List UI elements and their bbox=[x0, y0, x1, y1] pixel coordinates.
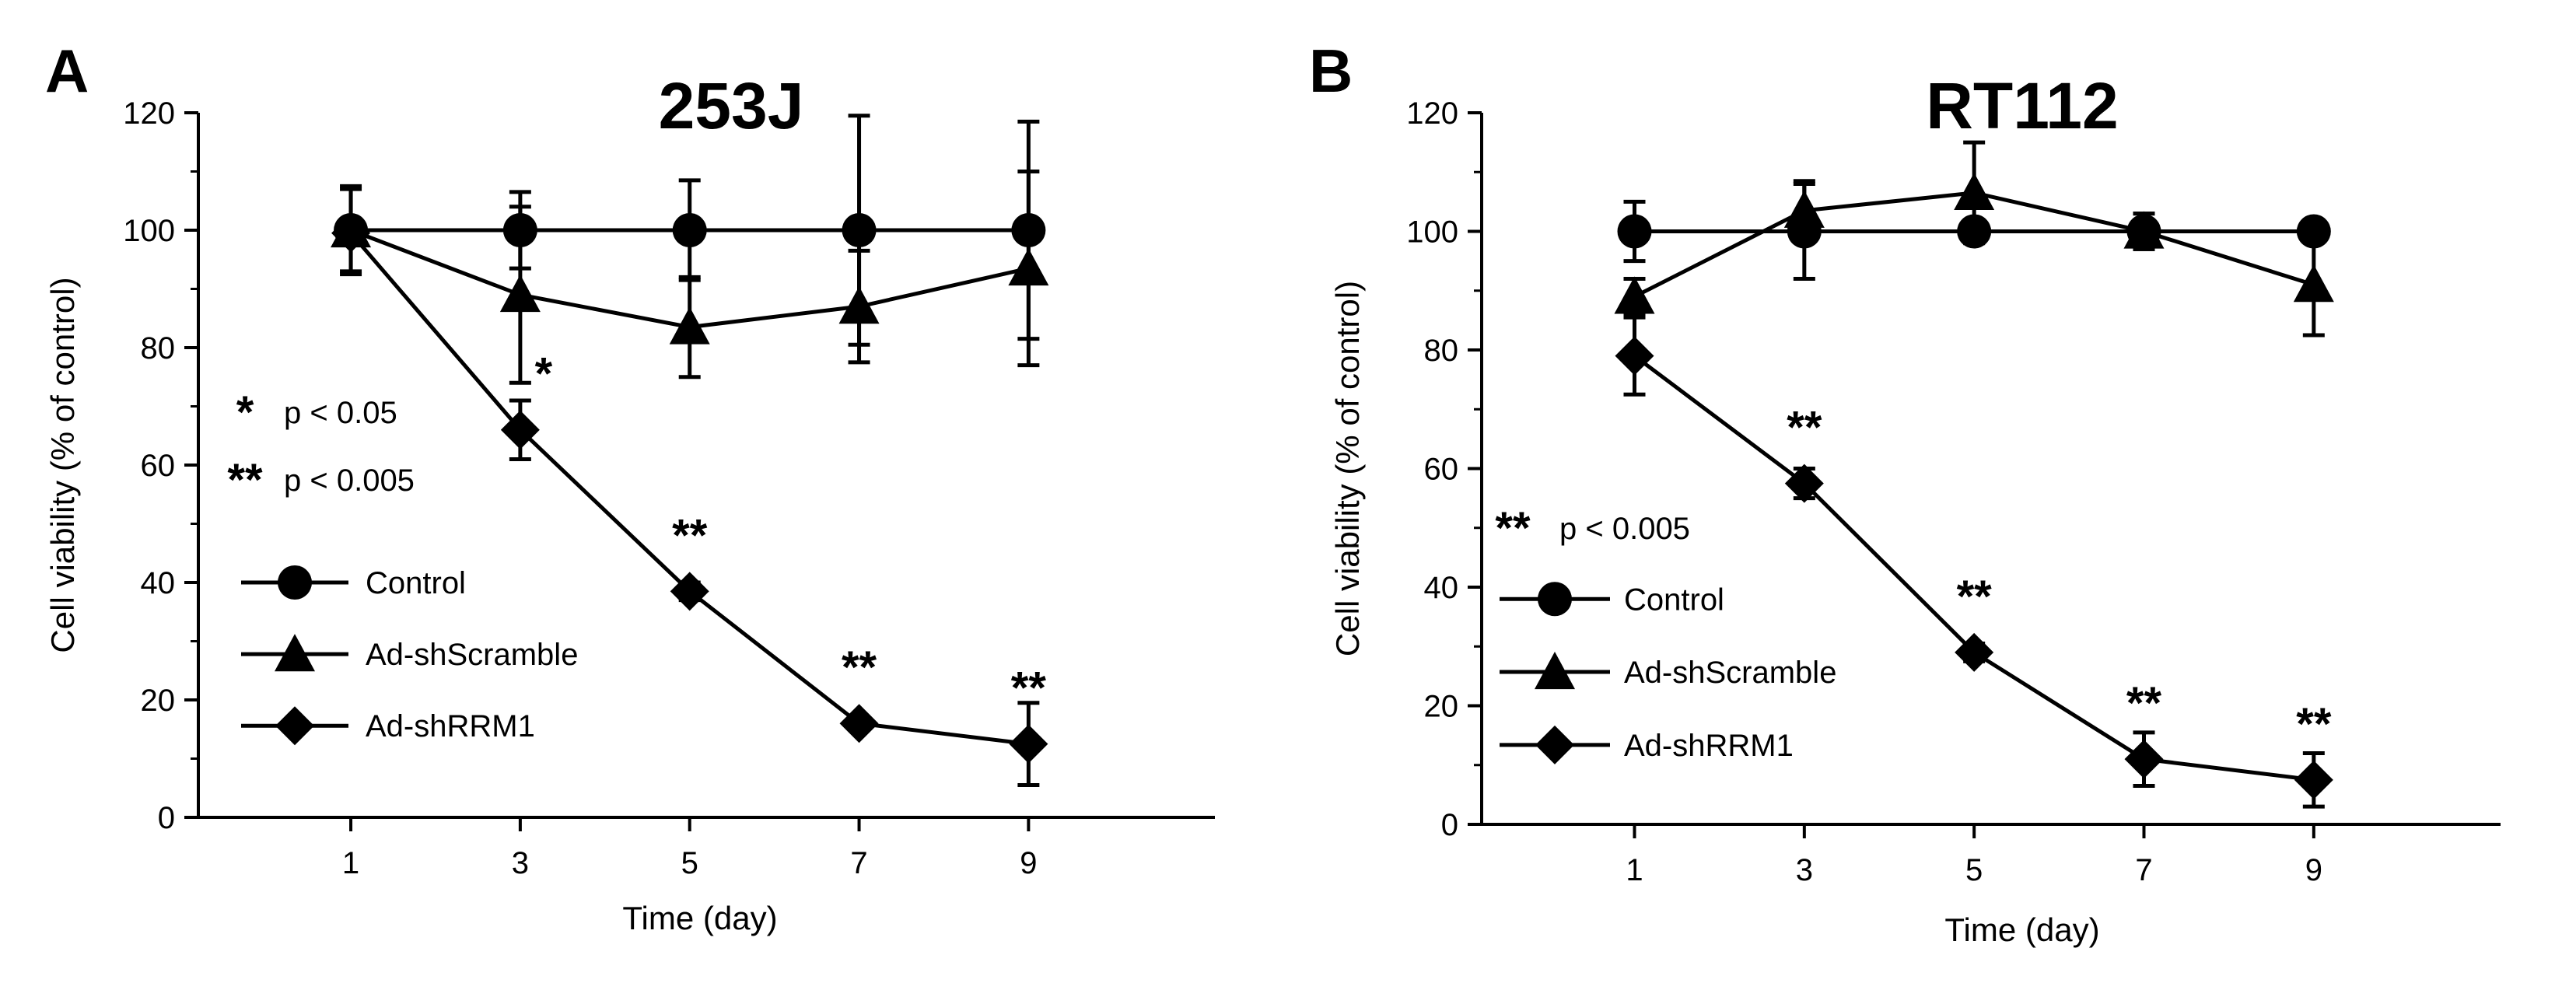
panel-a-y-tick-label: 60 bbox=[141, 449, 176, 483]
panel-a-ad-shrrm1-point bbox=[500, 410, 540, 450]
panel-b-significance-star: ** bbox=[2296, 699, 2332, 750]
panel-a-legend-control-marker bbox=[278, 565, 312, 600]
panel-b-x-tick-label: 5 bbox=[1965, 853, 1983, 887]
panel-a-ad-shscramble-point bbox=[499, 275, 541, 313]
panel-b-legend-ad-shrrm1-label: Ad-shRRM1 bbox=[1624, 729, 1794, 763]
panel-a-y-tick-label: 20 bbox=[141, 684, 176, 718]
panel-b-x-tick-label: 1 bbox=[1626, 853, 1643, 887]
panel-a-x-tick-label: 9 bbox=[1020, 846, 1037, 880]
panel-b-y-tick-label: 100 bbox=[1406, 215, 1458, 250]
panel-a-ad-shrrm1-point bbox=[331, 213, 371, 253]
panel-b-y-tick-label: 120 bbox=[1406, 96, 1458, 131]
panel-a-chart: A 253J 0 20 40 60 80 100 120 1 3 5 7 9 Time (day) Cell … bbox=[44, 37, 1215, 936]
panel-b-ad-shrrm1-point bbox=[2124, 740, 2164, 779]
panel-b-ad-shrrm1-point bbox=[1615, 336, 1654, 376]
panel-b-x-tick-label: 3 bbox=[1796, 853, 1813, 887]
panel-b-legend-control-label: Control bbox=[1624, 582, 1724, 617]
panel-b-y-tick-label: 20 bbox=[1424, 690, 1459, 724]
panel-b-legend-ad-shscramble-marker bbox=[1535, 652, 1575, 690]
panel-b-legend-ad-shrrm1-marker bbox=[1535, 725, 1574, 764]
panel-a-legend-ad-shscramble-marker bbox=[275, 634, 315, 672]
panel-b-ad-shrrm1-point bbox=[1784, 464, 1824, 503]
panel-a-y-tick-label: 0 bbox=[158, 801, 175, 835]
panel-a-significance-star: ** bbox=[1011, 663, 1047, 714]
panel-b-key-stars: ** bbox=[1495, 503, 1531, 554]
panel-b-control-point bbox=[1617, 214, 1652, 249]
panel-a-legend-ad-shrrm1-marker bbox=[275, 706, 314, 746]
panel-a-x-tick-label: 7 bbox=[850, 846, 867, 880]
panel-a-x-tick-label: 5 bbox=[681, 846, 698, 880]
panel-a-legend-ad-shscramble-label: Ad-shScramble bbox=[366, 638, 578, 672]
panel-b-ad-shrrm1-point bbox=[2294, 760, 2333, 799]
panel-a-y-tick-label: 120 bbox=[123, 96, 175, 131]
panel-a-x-tick-label: 1 bbox=[342, 846, 359, 880]
panel-b-ad-shscramble-point bbox=[1783, 190, 1825, 228]
panel-a-significance-star: ** bbox=[842, 642, 877, 693]
panel-a-control-point bbox=[842, 213, 877, 247]
panel-a-ad-shscramble-point bbox=[669, 306, 710, 345]
panel-b-ad-shscramble-point bbox=[2123, 211, 2165, 249]
panel-b-key-text: p < 0.005 bbox=[1559, 512, 1690, 546]
panel-b-ad-shscramble-point bbox=[1954, 172, 1995, 211]
panel-b-chart: B RT112 0 20 40 60 80 100 120 1 3 5 7 9 Time (day) Cell… bbox=[1309, 37, 2501, 948]
panel-b-significance-star: ** bbox=[1787, 403, 1822, 453]
panel-b-y-tick-label: 0 bbox=[1441, 808, 1458, 842]
panel-b-significance-star: ** bbox=[2126, 678, 2162, 729]
panel-a-key-stars: * bbox=[236, 387, 254, 438]
panel-a-key-text: p < 0.05 bbox=[284, 396, 397, 430]
panel-a-key-text: p < 0.005 bbox=[284, 464, 415, 498]
panel-a-legend-ad-shrrm1-label: Ad-shRRM1 bbox=[366, 709, 535, 743]
panel-b-letter: B bbox=[1309, 37, 1353, 105]
panel-b-control-point bbox=[2296, 214, 2331, 249]
panel-a-y-tick-label: 80 bbox=[141, 331, 176, 366]
panel-b-title: RT112 bbox=[1926, 69, 2119, 142]
panel-a-y-tick-label: 100 bbox=[123, 214, 175, 248]
panel-b-y-tick-label: 80 bbox=[1424, 334, 1459, 368]
panel-a-ad-shrrm1-point bbox=[839, 704, 879, 743]
panel-b-y-axis-label: Cell viability (% of control) bbox=[1329, 281, 1366, 656]
panel-a-title: 253J bbox=[659, 69, 804, 142]
panel-b-x-tick-label: 9 bbox=[2305, 853, 2322, 887]
panel-a-significance-star: * bbox=[535, 349, 553, 400]
panel-a-ad-shscramble-point bbox=[1008, 248, 1049, 286]
panel-a-letter: A bbox=[45, 37, 89, 105]
panel-b-x-axis-label: Time (day) bbox=[1944, 911, 2099, 948]
panel-a-control-point bbox=[672, 213, 707, 247]
panel-a-ad-shscramble-point bbox=[838, 286, 880, 324]
panel-b-y-tick-label: 60 bbox=[1424, 453, 1459, 487]
panel-b-ad-shrrm1-point bbox=[1955, 632, 1994, 672]
panel-a-x-tick-label: 3 bbox=[512, 846, 529, 880]
panel-a-ad-shrrm1-point bbox=[670, 572, 709, 611]
panel-a-key-stars: ** bbox=[227, 455, 263, 505]
panel-a-y-tick-label: 40 bbox=[141, 566, 176, 600]
panel-b-x-tick-label: 7 bbox=[2135, 853, 2152, 887]
panel-b-legend-ad-shscramble-label: Ad-shScramble bbox=[1624, 656, 1836, 690]
panel-a-significance-star: ** bbox=[672, 510, 708, 561]
panel-b-ad-shscramble-point bbox=[1614, 276, 1655, 314]
panel-a-ad-shrrm1-point bbox=[1009, 724, 1048, 764]
panel-a-legend-control-label: Control bbox=[366, 566, 466, 600]
panel-b-legend-control-marker bbox=[1538, 582, 1572, 617]
panel-a-y-axis-label: Cell viability (% of control) bbox=[44, 277, 81, 652]
panel-b-significance-star: ** bbox=[1957, 572, 1993, 622]
panel-a-x-axis-label: Time (day) bbox=[622, 900, 777, 936]
panel-b-ad-shscramble-point bbox=[2293, 264, 2334, 303]
panel-b-y-tick-label: 40 bbox=[1424, 571, 1459, 605]
